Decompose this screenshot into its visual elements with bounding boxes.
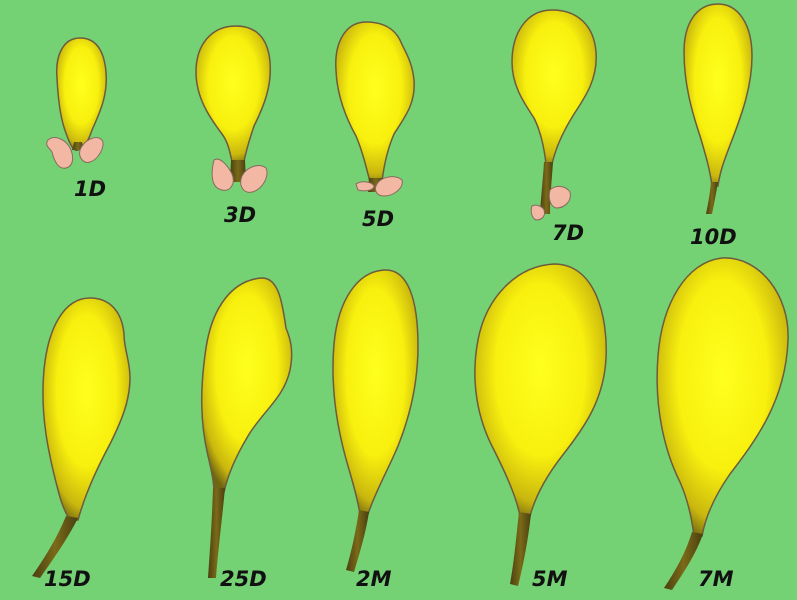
fruit-body — [200, 277, 293, 493]
stalk — [706, 182, 718, 214]
pink-bract — [211, 158, 234, 191]
stage-label: 15D — [44, 567, 91, 591]
stage-15d: 15D — [32, 297, 131, 591]
stage-label: 2M — [356, 567, 392, 591]
fruit-body — [195, 25, 272, 163]
stage-10d: 10D — [683, 3, 753, 249]
fruit-body — [335, 21, 415, 183]
fruit-body — [511, 9, 597, 165]
stage-5m: 5M — [474, 263, 607, 591]
pink-bract — [375, 176, 403, 197]
stalk — [346, 510, 369, 572]
fruit-body — [55, 37, 108, 152]
pink-bract — [530, 204, 545, 221]
stage-label: 10D — [690, 225, 737, 249]
pink-bract — [46, 137, 74, 169]
stage-7m: 7M — [656, 257, 789, 591]
stalk — [664, 532, 703, 590]
stage-7d: 7D — [511, 9, 597, 245]
stage-25d: 25D — [200, 277, 293, 591]
pink-bract — [548, 185, 571, 209]
stage-label: 7M — [698, 567, 734, 591]
stage-2m: 2M — [332, 269, 419, 591]
pink-bract — [79, 137, 104, 163]
stage-label: 5M — [532, 567, 568, 591]
stalk — [540, 162, 553, 214]
stage-1d: 1D — [46, 37, 108, 201]
stage-5d: 5D — [335, 21, 415, 231]
stalk — [510, 512, 531, 586]
fruit-body — [656, 257, 789, 537]
stage-3d: 3D — [195, 25, 272, 227]
fruit-body — [683, 3, 753, 187]
stalk — [32, 516, 78, 578]
pink-bract — [240, 165, 268, 193]
stage-label: 5D — [362, 207, 394, 231]
fruit-body — [474, 263, 607, 517]
stage-label: 7D — [552, 221, 584, 245]
fruit-body — [332, 269, 419, 515]
fruit-body — [42, 297, 131, 521]
stage-label: 1D — [74, 177, 106, 201]
stalk — [208, 488, 225, 578]
pink-bract — [355, 181, 375, 192]
stage-label: 3D — [224, 203, 256, 227]
stage-label: 25D — [220, 567, 267, 591]
